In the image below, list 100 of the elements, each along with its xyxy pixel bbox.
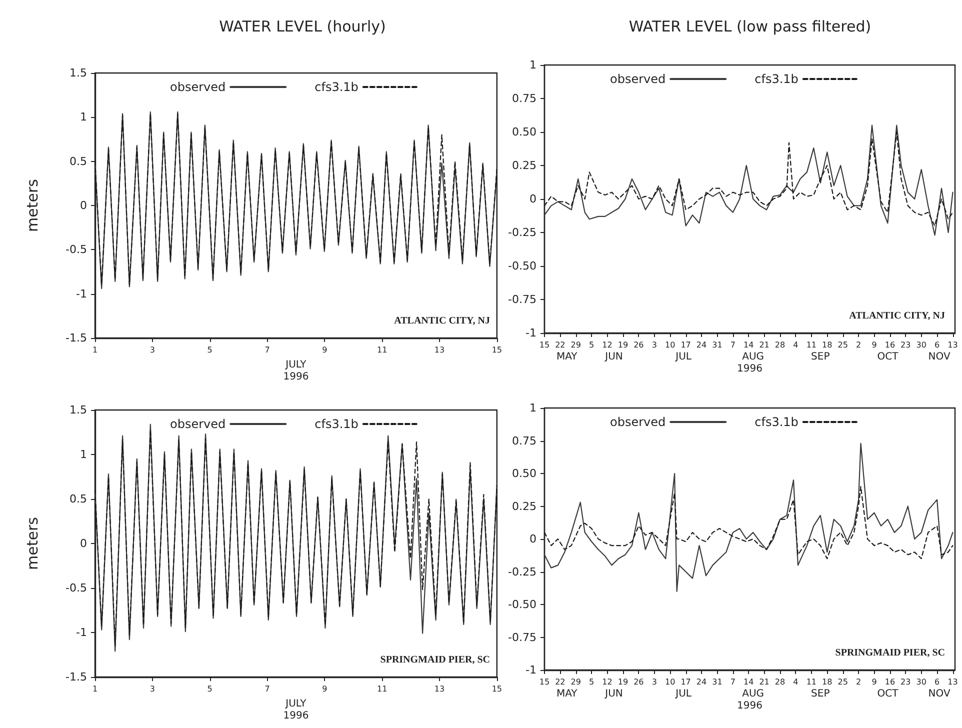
y-tick-label: 1 bbox=[529, 402, 536, 414]
x-tick-label: 5 bbox=[589, 340, 594, 350]
x-tick-label: 29 bbox=[570, 678, 581, 686]
y-tick-label: 0 bbox=[529, 192, 536, 206]
x-tick-label: 30 bbox=[916, 340, 926, 350]
x2-tick-label: AUG bbox=[742, 688, 764, 700]
y-tick-label: -1 bbox=[76, 287, 87, 300]
x-tick-label: 3 bbox=[150, 684, 155, 694]
x-tick-label: 28 bbox=[774, 340, 786, 350]
y-tick-label: 0 bbox=[80, 537, 87, 550]
line-series bbox=[544, 442, 954, 592]
x2-tick-label: OCT bbox=[877, 688, 900, 700]
y-tick-label: 0.25 bbox=[512, 500, 536, 513]
x-tick-label: 29 bbox=[570, 340, 581, 350]
x-tick-label: 11 bbox=[376, 346, 388, 354]
y-tick-label: -0.25 bbox=[508, 226, 536, 239]
x-tick-label: 13 bbox=[434, 684, 445, 694]
x-tick-label: 12 bbox=[602, 340, 612, 350]
x-tick-label: 5 bbox=[589, 678, 594, 686]
y-tick-label: -1 bbox=[525, 326, 536, 340]
y-tick-label: 1 bbox=[80, 448, 87, 461]
legend-label: observed bbox=[610, 415, 666, 429]
x2-tick-label: NOV bbox=[928, 688, 950, 700]
x-tick-label: 31 bbox=[712, 678, 722, 686]
x-tick-label: 30 bbox=[916, 678, 926, 686]
y-tick-label: -0.75 bbox=[508, 293, 536, 306]
x-axis-title: JULY 1996 bbox=[283, 698, 309, 722]
x-tick-label: 22 bbox=[555, 678, 566, 686]
x2-tick-label: JUL bbox=[674, 352, 692, 362]
y-tick-label: 1 bbox=[80, 110, 87, 124]
y-axis-title: meters bbox=[24, 178, 42, 232]
x2-tick-label: JUL bbox=[674, 688, 692, 700]
x2-tick-label: NOV bbox=[928, 352, 950, 362]
x-tick-label: 3 bbox=[150, 346, 155, 354]
annotation: ATLANTIC CITY, NJ bbox=[849, 310, 946, 322]
x2-tick-label: AUG bbox=[742, 352, 764, 362]
legend-label: cfs3.1b bbox=[754, 415, 798, 429]
legend-label: observed bbox=[170, 417, 226, 431]
x2-tick-label: JUN bbox=[604, 688, 623, 700]
x-tick-label: 7 bbox=[730, 678, 736, 686]
x-tick-label: 16 bbox=[884, 340, 896, 350]
x-tick-label: 9 bbox=[322, 346, 328, 354]
x-tick-label: 10 bbox=[664, 678, 676, 686]
x-tick-label: 18 bbox=[822, 340, 832, 350]
x-tick-label: 11 bbox=[376, 684, 388, 694]
y-tick-label: 0.5 bbox=[70, 492, 87, 506]
x-tick-label: 19 bbox=[618, 678, 628, 686]
x-tick-label: 22 bbox=[555, 340, 566, 350]
y-tick-label: 0.25 bbox=[512, 159, 536, 172]
x-tick-label: 21 bbox=[759, 678, 770, 686]
y-tick-label: 0.75 bbox=[512, 92, 536, 105]
x-tick-label: 16 bbox=[884, 678, 896, 686]
x-tick-label: 7 bbox=[264, 346, 270, 354]
x2-tick-label: OCT bbox=[877, 352, 900, 362]
x-tick-label: 17 bbox=[680, 340, 691, 350]
x-tick-label: 4 bbox=[793, 340, 798, 350]
x-tick-label: 25 bbox=[838, 678, 848, 686]
x-tick-label: 2 bbox=[856, 678, 862, 686]
x-tick-label: 9 bbox=[322, 684, 328, 694]
x2-tick-label: MAY bbox=[556, 688, 578, 700]
x-tick-label: 7 bbox=[264, 684, 270, 694]
x-tick-label: 21 bbox=[759, 340, 770, 350]
x2-tick-label: SEP bbox=[811, 352, 830, 362]
x-tick-label: 23 bbox=[900, 678, 911, 686]
x-tick-label: 17 bbox=[680, 678, 691, 686]
x-tick-label: 14 bbox=[744, 678, 754, 686]
x-axis-title: 1996 bbox=[737, 364, 762, 374]
legend-label: observed bbox=[610, 72, 666, 86]
x-tick-label: 26 bbox=[634, 340, 644, 350]
x-tick-label: 31 bbox=[712, 340, 722, 350]
x-tick-label: 26 bbox=[634, 678, 644, 686]
y-tick-label: 0.75 bbox=[512, 434, 536, 448]
y-tick-label: -1.5 bbox=[66, 332, 87, 344]
annotation: SPRINGMAID PIER, SC bbox=[380, 654, 490, 666]
annotation: ATLANTIC CITY, NJ bbox=[394, 316, 490, 326]
y-tick-label: 1 bbox=[529, 58, 536, 72]
x2-tick-label: SEP bbox=[811, 688, 830, 700]
x-tick-label: 3 bbox=[652, 678, 657, 686]
y-tick-label: -0.5 bbox=[66, 582, 87, 594]
y-tick-label: -0.50 bbox=[508, 598, 536, 611]
y-tick-label: -1 bbox=[76, 626, 87, 639]
legend-label: observed bbox=[170, 80, 226, 94]
y-tick-label: 0.50 bbox=[512, 467, 536, 480]
y-tick-label: -0.5 bbox=[66, 243, 87, 256]
x-tick-label: 15 bbox=[492, 684, 502, 694]
x-axis-title: JULY 1996 bbox=[283, 359, 309, 382]
y-axis-title: meters bbox=[24, 516, 42, 570]
y-tick-label: 1.5 bbox=[70, 66, 87, 80]
x-tick-label: 12 bbox=[602, 678, 612, 686]
x-tick-label: 1 bbox=[92, 346, 98, 354]
x-tick-label: 3 bbox=[652, 340, 657, 350]
x-tick-label: 15 bbox=[539, 340, 550, 350]
x-tick-label: 11 bbox=[806, 678, 817, 686]
x-tick-label: 15 bbox=[539, 678, 550, 686]
x-tick-label: 7 bbox=[730, 340, 736, 350]
y-tick-label: 0 bbox=[80, 199, 87, 212]
x-tick-label: 9 bbox=[872, 678, 877, 686]
x-tick-label: 13 bbox=[948, 340, 958, 350]
legend-label: cfs3.1b bbox=[754, 72, 798, 86]
x-tick-label: 13 bbox=[948, 678, 958, 686]
